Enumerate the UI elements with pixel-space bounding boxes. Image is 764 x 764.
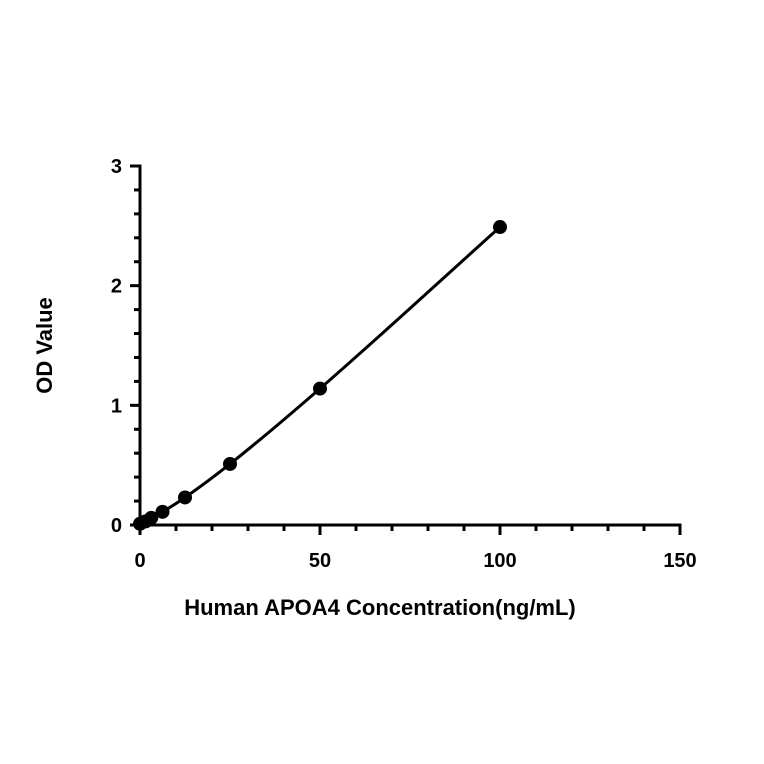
data-point: [223, 456, 237, 471]
y-tick-label: 0: [111, 515, 122, 537]
x-tick-label: 50: [309, 550, 331, 572]
x-tick-label: 0: [134, 550, 145, 572]
y-tick-label: 2: [111, 276, 122, 298]
x-axis-title: Human APOA4 Concentration(ng/mL): [184, 595, 576, 620]
x-tick-label: 100: [483, 550, 516, 572]
x-axis-ticks: [138, 525, 682, 535]
y-axis-tick-labels: 0 1 2 3: [111, 156, 122, 537]
data-points: [133, 220, 507, 531]
data-point: [178, 490, 192, 505]
y-tick-label: 3: [111, 156, 122, 178]
x-tick-label: 150: [663, 550, 696, 572]
data-point: [493, 220, 507, 235]
x-axis-tick-labels: 0 50 100 150: [134, 550, 696, 572]
y-tick-label: 1: [111, 395, 122, 417]
axes: [138, 164, 682, 527]
data-point: [313, 381, 327, 396]
data-point: [155, 504, 170, 519]
y-axis-title: OD Value: [32, 297, 57, 394]
fit-curve: [139, 225, 502, 526]
data-point: [144, 510, 159, 525]
